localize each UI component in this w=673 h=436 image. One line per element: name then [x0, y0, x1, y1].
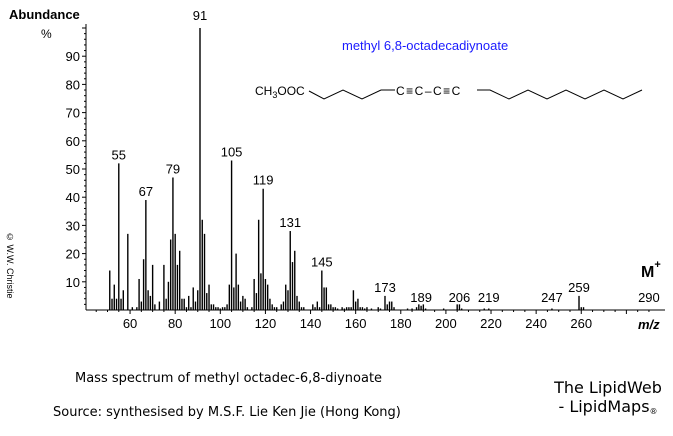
source-note: Source: synthesised by M.S.F. Lie Ken Ji… — [53, 405, 401, 420]
lipidweb-credit: The LipidWeb - LipidMaps® — [549, 378, 667, 416]
y-tick-label: 30 — [66, 218, 80, 233]
chemical-structure: CH3OOC C≡C–C≡C — [255, 84, 643, 100]
y-tick-label: 10 — [66, 275, 80, 290]
peak-label: 131 — [279, 215, 301, 230]
peak-label: 206 — [449, 290, 471, 305]
y-tick-label: 40 — [66, 190, 80, 205]
peak-label: 79 — [166, 161, 180, 176]
x-tick-label: 180 — [390, 316, 412, 331]
compound-name: methyl 6,8-octadecadiynoate — [342, 38, 508, 53]
y-tick-label: 80 — [66, 77, 80, 92]
y-axis-unit: % — [41, 27, 52, 41]
y-axis: 10 20 30 40 50 60 70 80 90 — [66, 24, 87, 310]
registered-mark: ® — [649, 407, 658, 416]
peak-label: 119 — [253, 173, 274, 188]
molecular-ion-label: M+ — [641, 259, 661, 281]
peak-label: 259 — [568, 280, 590, 295]
x-tick-label: 160 — [345, 316, 367, 331]
x-tick-label: 80 — [168, 316, 182, 331]
peak-label: 290 — [638, 290, 660, 305]
peak-label: 91 — [193, 8, 207, 23]
copyright-notice: © W.W. Christie — [5, 232, 15, 299]
x-tick-label: 200 — [435, 316, 457, 331]
credit-line-2: - LipidMaps® — [558, 397, 658, 416]
y-tick-label: 70 — [66, 106, 80, 121]
structure-chain-left — [308, 89, 395, 100]
x-tick-label: 240 — [525, 316, 547, 331]
y-axis-title: Abundance — [9, 7, 80, 22]
x-tick-label: 220 — [480, 316, 502, 331]
peak-label: 173 — [374, 280, 396, 295]
structure-diyne: C≡C–C≡C — [396, 84, 462, 98]
x-axis: 60 80 100 120 140 160 180 200 220 240 260 — [86, 309, 665, 331]
peak-label: 67 — [139, 184, 153, 199]
peak-label: 247 — [541, 290, 563, 305]
peak-label: 145 — [311, 255, 333, 270]
structure-ester-group: CH3OOC — [255, 84, 305, 100]
x-tick-label: 140 — [300, 316, 322, 331]
peak-label: 189 — [410, 290, 432, 305]
peak-label: 55 — [112, 147, 126, 162]
x-tick-label: 120 — [255, 316, 277, 331]
peak-label: 105 — [221, 145, 243, 160]
x-tick-label: 100 — [209, 316, 231, 331]
spectrum-peaks — [109, 28, 585, 310]
mass-spectrum-chart: Abundance % 10 20 30 40 50 60 70 80 90 60 80 100 12… — [9, 7, 665, 332]
y-tick-label: 50 — [66, 162, 80, 177]
x-tick-label: 260 — [570, 316, 592, 331]
peak-label: 219 — [478, 290, 500, 305]
credit-line-1: The LipidWeb — [554, 378, 662, 397]
y-tick-label: 90 — [66, 49, 80, 64]
y-tick-label: 60 — [66, 134, 80, 149]
y-tick-label: 20 — [66, 247, 80, 262]
chart-caption: Mass spectrum of methyl octadec-6,8-diyn… — [75, 371, 383, 386]
peak-labels: 55 67 79 91 105 119 131 145 173 189 206 219 247 259 29… — [112, 8, 660, 305]
x-axis-title: m/z — [638, 317, 660, 332]
structure-chain-right — [477, 89, 643, 100]
x-tick-label: 60 — [123, 316, 137, 331]
